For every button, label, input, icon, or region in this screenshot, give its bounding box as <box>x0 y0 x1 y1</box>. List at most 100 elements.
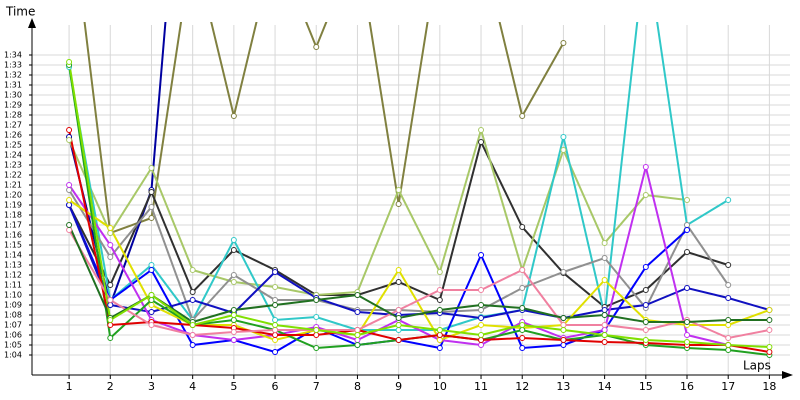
y-tick-label: 1:09 <box>4 301 22 310</box>
data-point <box>684 249 691 255</box>
data-point <box>354 309 361 315</box>
data-point <box>519 113 526 119</box>
data-point <box>189 267 196 273</box>
data-point <box>436 287 443 293</box>
data-point <box>148 292 155 298</box>
data-point <box>148 204 155 210</box>
data-point <box>478 252 485 258</box>
data-point <box>519 224 526 230</box>
data-point <box>725 335 732 341</box>
data-point <box>560 134 567 140</box>
y-tick-label: 1:20 <box>4 191 22 200</box>
x-tick-label: 14 <box>598 380 612 393</box>
data-point <box>725 295 732 301</box>
x-axis-arrow <box>782 371 793 379</box>
data-point <box>230 272 237 278</box>
data-point <box>395 201 402 207</box>
data-point <box>642 302 649 308</box>
data-point <box>642 164 649 170</box>
x-tick-label: 2 <box>107 380 114 393</box>
data-point <box>436 332 443 338</box>
data-point <box>642 319 649 325</box>
data-point <box>560 269 567 275</box>
data-point <box>272 327 279 333</box>
data-point <box>395 307 402 313</box>
data-point <box>66 137 73 143</box>
data-point <box>148 215 155 221</box>
x-tick-label: 4 <box>189 380 196 393</box>
x-tick-label: 18 <box>762 380 776 393</box>
data-point <box>478 287 485 293</box>
data-point <box>272 284 279 290</box>
data-point <box>66 59 73 65</box>
y-axis-label: Time <box>5 5 35 19</box>
data-point <box>107 297 114 303</box>
x-tick-label: 16 <box>680 380 694 393</box>
data-point <box>230 317 237 323</box>
data-point <box>189 297 196 303</box>
data-point <box>642 192 649 198</box>
data-point <box>684 339 691 345</box>
data-point <box>519 335 526 341</box>
data-point <box>560 342 567 348</box>
data-point <box>395 337 402 343</box>
data-point <box>148 297 155 303</box>
data-point <box>601 312 608 318</box>
data-point <box>354 327 361 333</box>
data-point <box>601 255 608 261</box>
x-tick-label: 15 <box>639 380 653 393</box>
data-point <box>601 332 608 338</box>
data-point <box>148 165 155 171</box>
series-line <box>68 129 770 353</box>
y-tick-label: 1:33 <box>4 61 22 70</box>
data-point <box>560 315 567 321</box>
y-tick-label: 1:30 <box>4 91 22 100</box>
data-point <box>230 307 237 313</box>
data-point <box>107 302 114 308</box>
y-tick-label: 1:25 <box>4 141 22 150</box>
series-line <box>68 229 770 340</box>
data-point <box>478 302 485 308</box>
data-point <box>66 182 73 188</box>
data-point <box>601 327 608 333</box>
data-point <box>684 227 691 233</box>
series-line <box>68 126 688 297</box>
data-point <box>272 337 279 343</box>
data-point <box>395 315 402 321</box>
y-tick-label: 1:17 <box>4 221 22 230</box>
data-point <box>601 339 608 345</box>
data-point <box>107 254 114 260</box>
data-point <box>725 262 732 268</box>
data-point <box>560 327 567 333</box>
y-tick-label: 1:28 <box>4 111 22 120</box>
x-tick-label: 17 <box>721 380 735 393</box>
series-line <box>68 61 770 348</box>
y-axis-arrow <box>28 18 36 28</box>
data-point <box>560 322 567 328</box>
data-point <box>148 309 155 315</box>
data-point <box>766 317 773 323</box>
data-point <box>189 322 196 328</box>
data-point <box>272 332 279 338</box>
data-point <box>642 337 649 343</box>
data-point <box>601 307 608 313</box>
data-point <box>478 315 485 321</box>
y-tick-label: 1:34 <box>4 51 22 60</box>
y-tick-label: 1:13 <box>4 261 22 270</box>
data-point <box>148 189 155 195</box>
x-tick-label: 8 <box>354 380 361 393</box>
data-point <box>107 225 114 231</box>
data-point <box>478 127 485 133</box>
data-point <box>313 332 320 338</box>
data-point <box>684 332 691 338</box>
y-tick-label: 1:31 <box>4 81 22 90</box>
data-point <box>601 240 608 246</box>
data-point <box>436 345 443 351</box>
data-point <box>148 262 155 268</box>
y-tick-label: 1:26 <box>4 131 22 140</box>
y-tick-label: 1:14 <box>4 251 22 260</box>
data-point <box>395 187 402 193</box>
series-line <box>68 224 770 324</box>
data-point <box>272 269 279 275</box>
data-point <box>642 327 649 333</box>
